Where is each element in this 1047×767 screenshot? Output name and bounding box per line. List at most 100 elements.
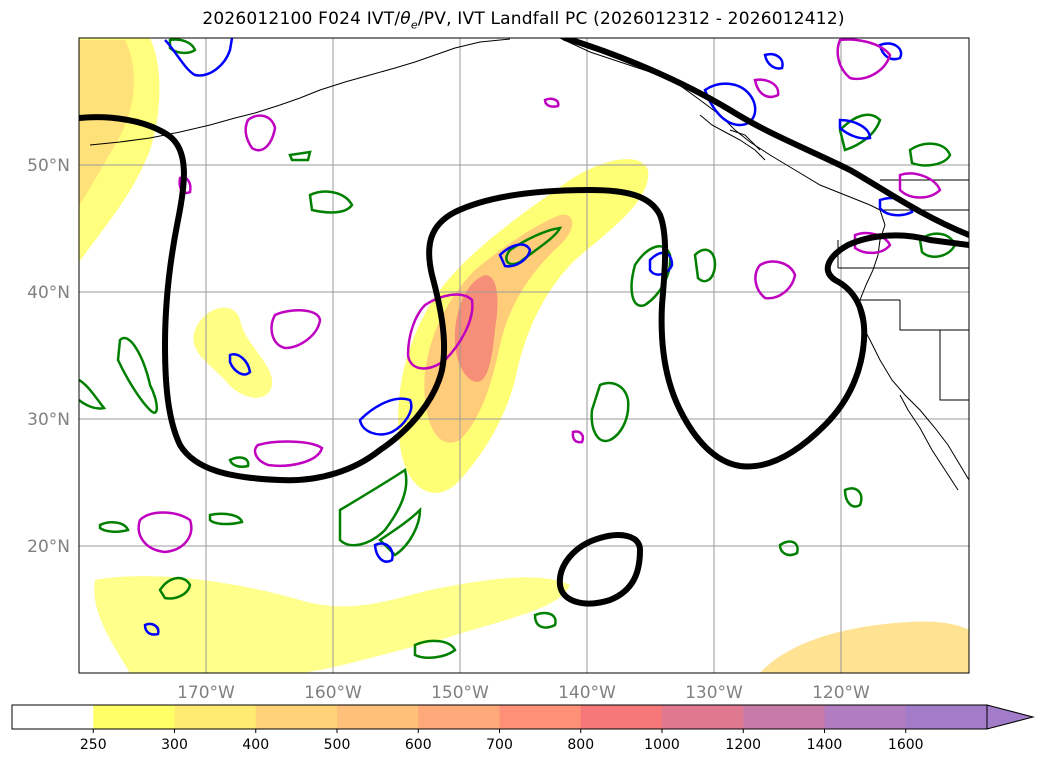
pv-contour-magenta-top-right xyxy=(836,38,892,81)
pc-contour-west-loop xyxy=(79,114,969,484)
lon-label-130: 130°W xyxy=(685,683,743,703)
lat-label-20: 20°N xyxy=(27,537,70,557)
pc-contour-south-loop xyxy=(556,532,643,607)
pv-contour-blue-top-right xyxy=(878,42,903,61)
colorbar-tick-label-1200: 1200 xyxy=(725,737,761,753)
colorbar-tick-label-700: 700 xyxy=(486,737,513,753)
ivt-region-southeast xyxy=(760,621,969,673)
ivt-region-mid-west xyxy=(193,307,273,398)
theta-e-contour-mid-w xyxy=(228,456,250,468)
lon-labels: 170°W 160°W 150°W 140°W 130°W 120°W xyxy=(177,683,870,703)
theta-e-contour-mid-1 xyxy=(590,381,630,443)
pv-contour-magenta-nw xyxy=(244,114,277,152)
colorbar-tick-label-250: 250 xyxy=(80,737,107,753)
theta-e-contour-nw-2 xyxy=(308,190,354,214)
graticule xyxy=(79,38,969,673)
colorbar-swatch-1000 xyxy=(662,705,744,729)
pv-contour-blue-sw xyxy=(143,622,160,636)
theta-e-contour-bottom-2 xyxy=(533,611,557,629)
colorbar-tick-label-1600: 1600 xyxy=(888,737,924,753)
colorbar-swatch-1600 xyxy=(905,705,988,729)
pv-contours-magenta xyxy=(137,38,942,554)
ivt-region-south-band xyxy=(94,576,571,673)
lon-label-160: 160°W xyxy=(304,683,362,703)
theta-e-contour-sw-2 xyxy=(208,512,244,526)
pv-contour-blue-east xyxy=(648,251,674,276)
colorbar-tick-label-800: 800 xyxy=(567,737,594,753)
pv-contour-magenta-dot-2 xyxy=(571,430,585,444)
coastline-baja xyxy=(899,394,959,491)
lon-label-140: 140°W xyxy=(558,683,616,703)
colorbar: 250 300 400 500 600 700 800 1000 1200 1400 1600 xyxy=(11,704,1035,753)
theta-e-contour-sw xyxy=(158,576,192,600)
map-area xyxy=(78,37,970,674)
theta-e-contour-nw-1 xyxy=(288,150,312,162)
figure-title: 2026012100 F024 IVT/θe/PV, IVT Landfall … xyxy=(0,9,1047,31)
colorbar-swatches xyxy=(12,705,988,729)
pv-contour-blue-ne-plume xyxy=(498,243,532,268)
colorbar-swatch-400 xyxy=(255,705,338,729)
colorbar-swatch-250 xyxy=(93,705,175,729)
theta-e-contours xyxy=(79,38,957,659)
map-frame xyxy=(78,37,970,674)
pv-contour-blue-w xyxy=(228,353,252,376)
title-theta-sub: e xyxy=(410,18,418,32)
colorbar-extend-arrow xyxy=(986,704,1035,730)
theta-e-contour-se xyxy=(843,487,863,508)
colorbar-swatch-500 xyxy=(337,705,419,729)
pv-contour-magenta-ne-3 xyxy=(753,78,780,99)
ivt-shading xyxy=(79,38,969,673)
lat-labels: 50°N 40°N 30°N 20°N xyxy=(27,156,70,557)
theta-e-contour-se-2 xyxy=(778,540,799,557)
lat-label-40: 40°N xyxy=(27,283,70,303)
pv-contour-blue-coast-2 xyxy=(838,118,872,140)
pv-contour-magenta-coast xyxy=(754,260,797,300)
pv-contour-blue-south xyxy=(373,542,394,563)
colorbar-swatch-1200 xyxy=(743,705,825,729)
colorbar-ticks: 250 300 400 500 600 700 800 1000 1200 1400 1600 xyxy=(80,729,924,753)
colorbar-tick-label-1000: 1000 xyxy=(644,737,680,753)
pv-contour-magenta-south xyxy=(253,440,324,467)
theta-e-contour-south-band xyxy=(338,467,408,547)
colorbar-tick-label-300: 300 xyxy=(161,737,188,753)
lon-label-120: 120°W xyxy=(812,683,870,703)
pv-contour-magenta-ne-2 xyxy=(898,172,942,199)
pv-contour-blue-mid xyxy=(358,397,413,436)
theta-e-contour-ne-plume xyxy=(505,226,563,266)
ivt-region-center-core xyxy=(454,275,498,382)
lat-label-50: 50°N xyxy=(27,156,70,176)
theta-e-contour-west-2 xyxy=(79,378,107,410)
colorbar-swatch-1400 xyxy=(824,705,907,729)
title-prefix: 2026012100 F024 IVT/ xyxy=(202,9,401,29)
theta-e-contour-sw-3 xyxy=(98,521,130,533)
pv-contour-magenta-coast-2 xyxy=(853,231,892,255)
colorbar-tick-label-600: 600 xyxy=(405,737,432,753)
theta-e-contour-ne-coast xyxy=(838,113,882,152)
colorbar-tick-label-500: 500 xyxy=(324,737,351,753)
colorbar-swatch-below xyxy=(12,705,94,729)
colorbar-swatch-800 xyxy=(580,705,663,729)
theta-e-contour-south-band-2 xyxy=(378,506,422,557)
title-theta: θ xyxy=(400,9,411,29)
lon-label-150: 150°W xyxy=(431,683,489,703)
pv-contour-magenta-west xyxy=(270,309,322,350)
pc-contours xyxy=(79,38,969,607)
theta-e-contour-bottom xyxy=(413,639,457,659)
coastline-aleutians xyxy=(89,54,436,146)
ivt-region-northwest-core xyxy=(79,40,134,205)
colorbar-tick-label-1400: 1400 xyxy=(807,737,843,753)
title-suffix: /PV, IVT Landfall PC (2026012312 - 20260… xyxy=(417,9,845,29)
colorbar-swatch-700 xyxy=(499,705,582,729)
ivt-region-center-mid xyxy=(424,214,573,443)
pv-contour-blue-n2 xyxy=(763,53,784,70)
theta-e-contour-west xyxy=(116,336,158,414)
pv-contour-blue-north xyxy=(164,38,234,77)
colorbar-swatch-600 xyxy=(418,705,500,729)
pv-contour-magenta-sw xyxy=(137,511,193,554)
theta-e-contour-ne-coast-2 xyxy=(908,142,952,167)
pc-contour-north xyxy=(562,38,969,238)
pv-contour-blue-ne-coast xyxy=(703,82,757,127)
colorbar-tick-label-400: 400 xyxy=(242,737,269,753)
pv-contour-magenta-dot-1 xyxy=(543,97,560,108)
